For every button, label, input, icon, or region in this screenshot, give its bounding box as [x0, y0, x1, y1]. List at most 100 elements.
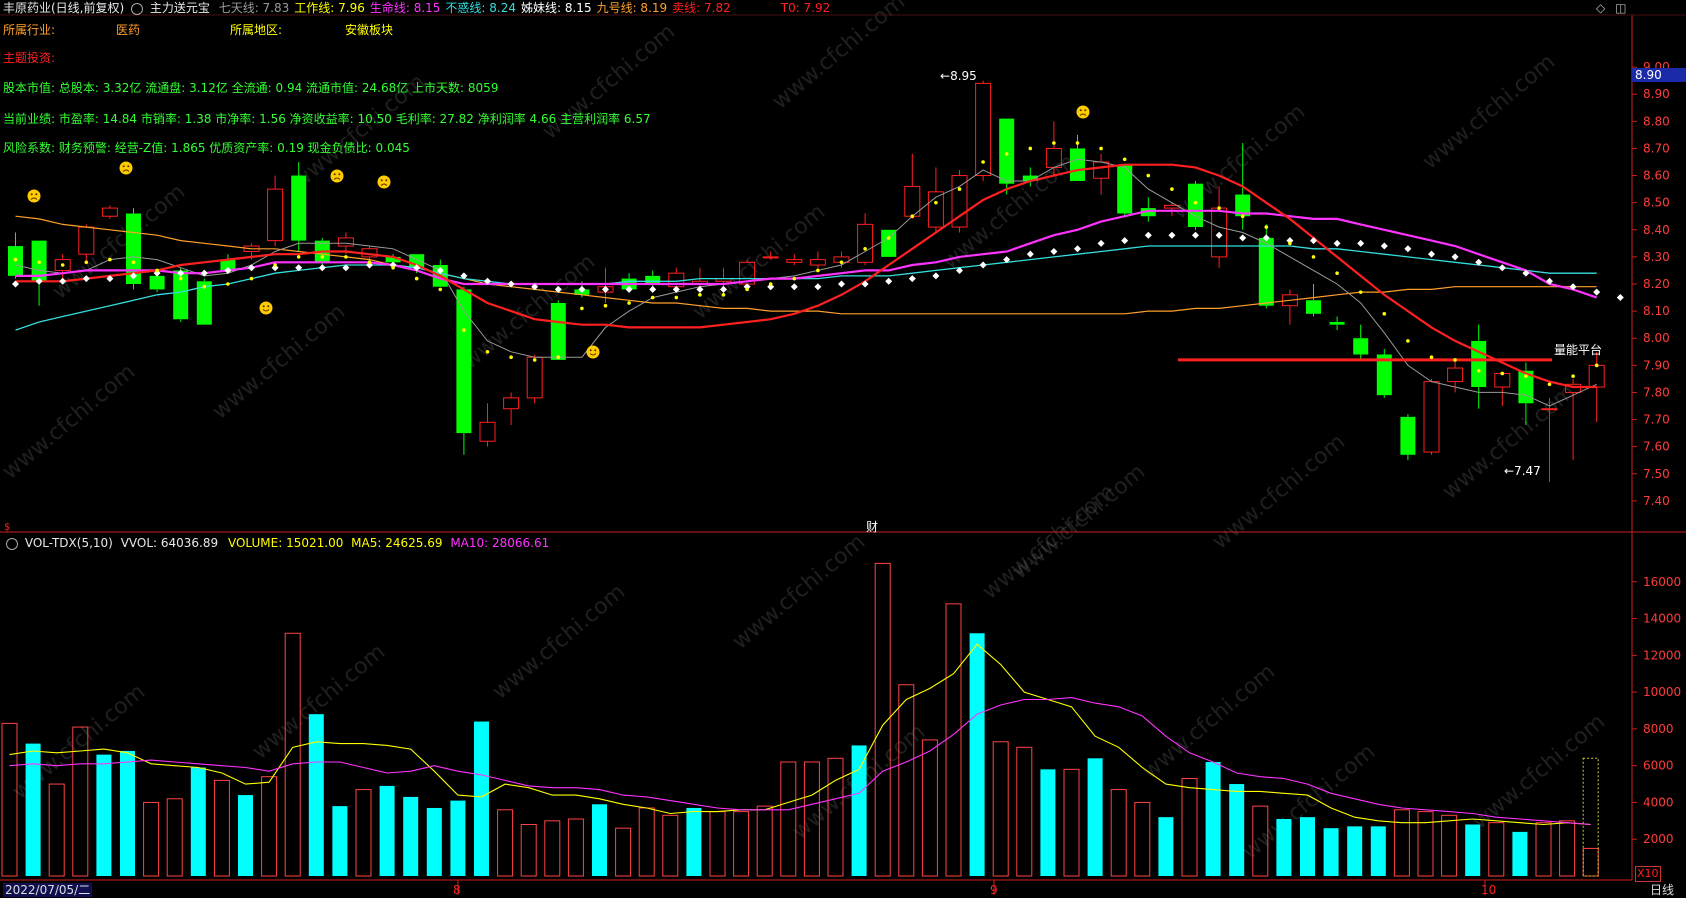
finance-marker[interactable]: 财: [866, 520, 879, 534]
candle-body: [479, 421, 496, 442]
face-mouth: [333, 177, 341, 180]
candle-body: [54, 259, 71, 271]
face-circle: [259, 301, 273, 315]
signal-dot: [1547, 382, 1552, 387]
dollar-marker: $: [4, 522, 11, 533]
indicator-name[interactable]: 主力送元宝: [149, 1, 210, 15]
watermark-text: www.cfchi.com: [0, 359, 140, 484]
candlestick: [857, 213, 874, 266]
face-mouth: [262, 309, 270, 312]
candle-body: [1235, 194, 1251, 217]
candlestick: [1376, 349, 1392, 398]
volume-bar: [1110, 789, 1127, 877]
signal-dot: [625, 285, 633, 293]
signal-dot: [1262, 234, 1270, 242]
volume-bar: [544, 820, 561, 877]
volume-indicator-name[interactable]: VOL-TDX(5,10): [24, 536, 113, 550]
settings-icon[interactable]: [131, 2, 144, 15]
region-value[interactable]: 安徽板块: [345, 23, 394, 37]
volume-settings-icon[interactable]: [6, 537, 18, 550]
industry-value[interactable]: 医药: [116, 23, 141, 37]
candlestick: [975, 80, 992, 181]
sad-face-icon: [119, 161, 133, 175]
signal-dot: [366, 261, 373, 269]
period-label[interactable]: 日线: [1650, 883, 1675, 897]
watermark-text: www.cfchi.com: [1418, 49, 1560, 174]
volume-tick-label: 6000: [1643, 759, 1674, 773]
candlestick: [1140, 197, 1156, 222]
signal-dot: [82, 275, 90, 283]
volume-bar: [426, 807, 442, 876]
signal-dot: [202, 284, 207, 289]
signal-dot: [934, 200, 938, 205]
volume-bar: [72, 726, 89, 877]
candle-body: [1022, 175, 1038, 181]
volume-bar: [1417, 811, 1434, 877]
volume-bar: [1134, 801, 1151, 877]
signal-dot: [106, 275, 114, 283]
candlestick: [503, 392, 520, 425]
signal-dot: [885, 277, 893, 285]
diamond-icon[interactable]: ◇: [1596, 1, 1606, 15]
candle-body: [337, 237, 354, 247]
volume-bar: [1087, 758, 1103, 876]
candle-body: [291, 175, 307, 241]
volume-bar: [992, 741, 1009, 877]
signal-dot: [1404, 245, 1412, 253]
candlestick: [1565, 378, 1582, 461]
restore-icon[interactable]: ◫: [1615, 1, 1627, 15]
candle-body: [1258, 237, 1274, 306]
price-tick-label: 8.20: [1643, 277, 1670, 291]
signal-dot: [507, 280, 515, 288]
price-tick-label: 7.50: [1643, 467, 1670, 481]
signal-dot: [1380, 242, 1388, 250]
volume-value: VOLUME: 15021.00: [227, 536, 344, 550]
candlestick: [809, 251, 826, 271]
price-tick-label: 8.40: [1643, 223, 1670, 237]
signal-dot: [649, 285, 657, 293]
volume-tick-label: 10000: [1643, 685, 1681, 699]
volume-bar: [520, 824, 537, 877]
candle-body: [1306, 300, 1321, 314]
signal-dot: [153, 269, 161, 277]
signal-dot: [462, 328, 466, 332]
zoom-factor[interactable]: X10: [1635, 866, 1661, 882]
price-tick-label: 8.90: [1643, 87, 1670, 101]
signal-dot: [1004, 152, 1009, 156]
volume-ma-line: [9, 643, 1591, 826]
face-eye: [594, 349, 597, 352]
watermark-text: www.cfchi.com: [768, 0, 910, 115]
signal-dot: [580, 306, 584, 311]
indicator-value: 卖线: 7.82: [672, 1, 731, 15]
signal-dot: [721, 293, 726, 297]
candlestick: [31, 240, 47, 306]
volume-bar: [1063, 768, 1080, 877]
watermark-text: www.cfchi.com: [728, 529, 870, 654]
volume-bar: [945, 603, 962, 877]
price-tick-label: 7.70: [1643, 413, 1670, 427]
candlestick: [1093, 153, 1110, 195]
volume-bar: [1370, 826, 1386, 876]
candle-body: [1281, 294, 1298, 307]
indicator-value: 姊妹线: 8.15: [521, 1, 592, 15]
price-tick-label: 8.80: [1643, 114, 1670, 128]
signal-dot: [1335, 271, 1339, 275]
signal-dot: [1074, 245, 1081, 253]
volume-bar: [1441, 814, 1458, 877]
signal-dot: [698, 293, 702, 297]
volume-bar: [1512, 831, 1528, 876]
signal-dot: [59, 277, 67, 285]
candle-body: [220, 259, 236, 271]
candle-body: [101, 207, 118, 217]
signal-dot: [484, 277, 491, 285]
signal-dot: [177, 269, 185, 277]
face-eye: [1079, 109, 1082, 112]
candlestick: [337, 232, 354, 255]
stock-title[interactable]: 丰原药业(日线,前复权): [3, 1, 125, 15]
volume-bar: [1, 722, 18, 877]
volume-bar: [733, 811, 750, 877]
signal-dot: [1052, 141, 1056, 145]
signal-dot: [1311, 255, 1316, 259]
signal-dot: [389, 261, 397, 269]
